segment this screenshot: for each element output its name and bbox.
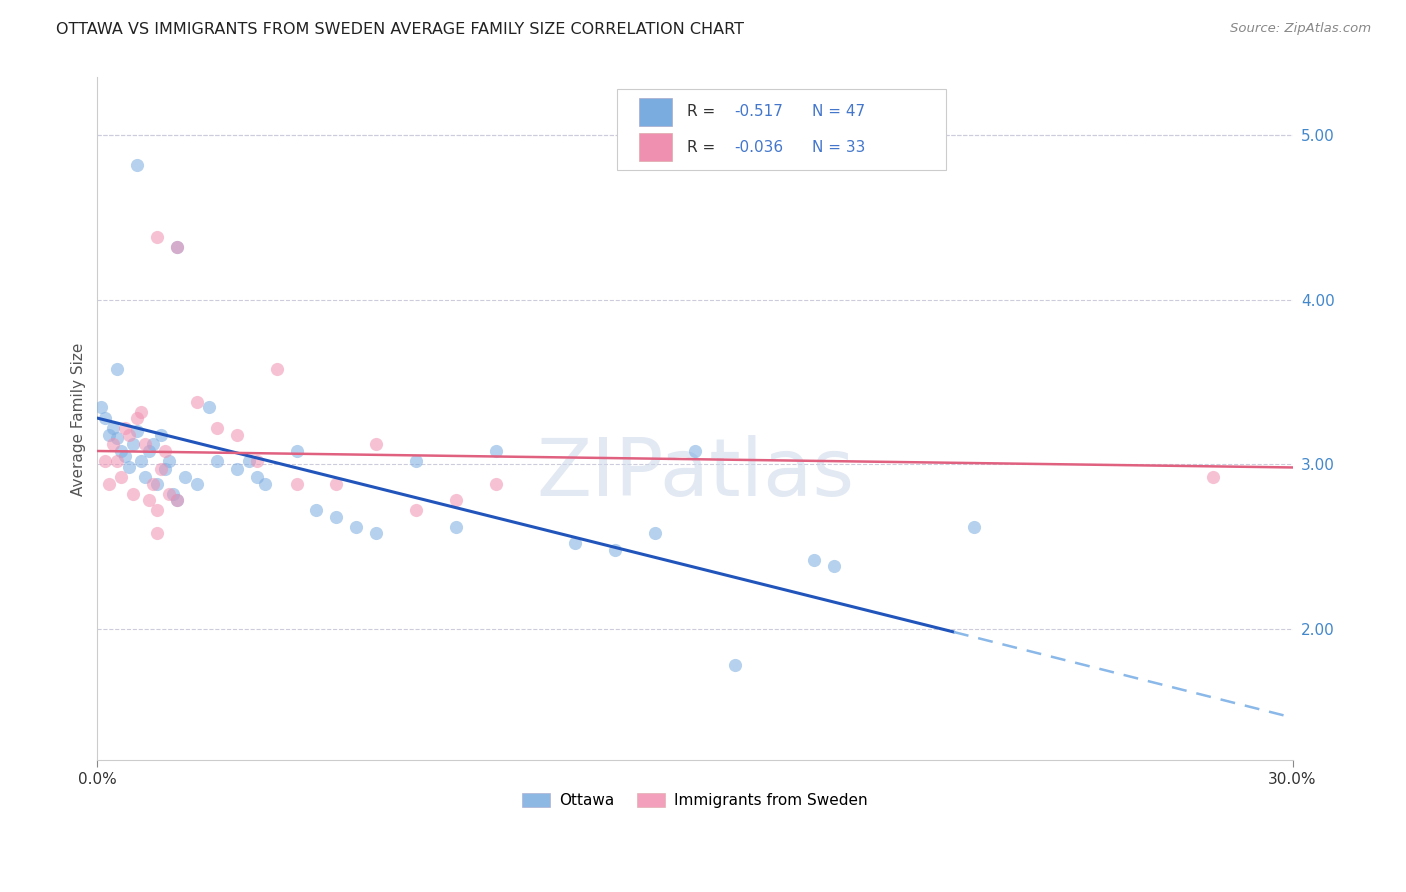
- Point: [98, 427, 121, 442]
- Text: -0.036: -0.036: [734, 139, 783, 154]
- Point: [225, 462, 247, 476]
- Point: [174, 470, 197, 484]
- Point: [162, 487, 184, 501]
- Text: N = 47: N = 47: [813, 104, 865, 120]
- Text: Source: ZipAtlas.com: Source: ZipAtlas.com: [1230, 22, 1371, 36]
- Text: OTTAWA VS IMMIGRANTS FROM SWEDEN AVERAGE FAMILY SIZE CORRELATION CHART: OTTAWA VS IMMIGRANTS FROM SWEDEN AVERAGE…: [56, 22, 744, 37]
- Point: [129, 404, 152, 418]
- Point: [118, 460, 141, 475]
- Point: [122, 487, 145, 501]
- Point: [285, 444, 308, 458]
- Point: [405, 454, 427, 468]
- Point: [127, 424, 149, 438]
- Point: [138, 493, 160, 508]
- Point: [129, 454, 152, 468]
- Point: [1202, 470, 1225, 484]
- Point: [127, 411, 149, 425]
- Point: [605, 542, 627, 557]
- Point: [134, 470, 156, 484]
- Y-axis label: Average Family Size: Average Family Size: [72, 343, 86, 496]
- Point: [683, 444, 706, 458]
- Point: [114, 421, 136, 435]
- Point: [166, 240, 188, 254]
- Point: [98, 477, 121, 491]
- Point: [146, 503, 169, 517]
- Point: [146, 526, 169, 541]
- Point: [103, 421, 125, 435]
- Point: [166, 493, 188, 508]
- Point: [485, 444, 508, 458]
- Point: [344, 519, 367, 533]
- Point: [366, 437, 388, 451]
- Text: ZIPatlas: ZIPatlas: [536, 434, 853, 513]
- Point: [325, 477, 347, 491]
- Point: [205, 421, 228, 435]
- Point: [166, 493, 188, 508]
- Point: [127, 158, 149, 172]
- Point: [644, 526, 666, 541]
- Point: [142, 477, 165, 491]
- Point: [114, 449, 136, 463]
- Point: [94, 411, 117, 425]
- Point: [266, 361, 288, 376]
- Point: [166, 240, 188, 254]
- Text: -0.517: -0.517: [734, 104, 783, 120]
- Point: [325, 509, 347, 524]
- Text: N = 33: N = 33: [813, 139, 866, 154]
- Point: [134, 437, 156, 451]
- Point: [146, 477, 169, 491]
- Point: [153, 444, 176, 458]
- Point: [153, 462, 176, 476]
- Point: [246, 454, 269, 468]
- Point: [94, 454, 117, 468]
- Point: [366, 526, 388, 541]
- Point: [564, 536, 586, 550]
- Point: [253, 477, 276, 491]
- Point: [150, 462, 173, 476]
- Legend: Ottawa, Immigrants from Sweden: Ottawa, Immigrants from Sweden: [516, 787, 873, 814]
- FancyBboxPatch shape: [638, 133, 672, 161]
- Point: [118, 427, 141, 442]
- Point: [138, 444, 160, 458]
- FancyBboxPatch shape: [617, 89, 946, 169]
- Point: [285, 477, 308, 491]
- Point: [122, 437, 145, 451]
- Point: [150, 427, 173, 442]
- Point: [198, 400, 221, 414]
- Point: [225, 427, 247, 442]
- Point: [246, 470, 269, 484]
- Point: [105, 454, 128, 468]
- Point: [485, 477, 508, 491]
- Point: [105, 361, 128, 376]
- Point: [157, 454, 180, 468]
- Point: [405, 503, 427, 517]
- Point: [142, 437, 165, 451]
- Point: [110, 470, 132, 484]
- Point: [157, 487, 180, 501]
- Point: [103, 437, 125, 451]
- Point: [205, 454, 228, 468]
- Text: R =: R =: [686, 139, 720, 154]
- FancyBboxPatch shape: [638, 97, 672, 126]
- Point: [110, 444, 132, 458]
- Point: [305, 503, 328, 517]
- Point: [146, 230, 169, 244]
- Point: [186, 477, 208, 491]
- Text: R =: R =: [686, 104, 720, 120]
- Point: [105, 431, 128, 445]
- Point: [186, 394, 208, 409]
- Point: [444, 519, 467, 533]
- Point: [444, 493, 467, 508]
- Point: [823, 559, 845, 574]
- Point: [803, 552, 825, 566]
- Point: [238, 454, 260, 468]
- Point: [963, 519, 986, 533]
- Point: [724, 657, 747, 672]
- Point: [90, 400, 112, 414]
